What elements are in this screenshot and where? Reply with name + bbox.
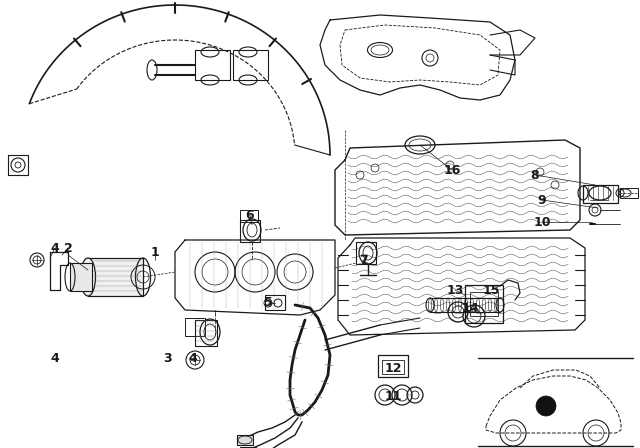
Text: 14: 14 [461, 302, 479, 314]
Bar [583, 185, 618, 203]
Bar [356, 242, 376, 264]
Circle shape [536, 396, 556, 416]
Text: 12: 12 [384, 362, 402, 375]
Bar [265, 295, 285, 310]
Text: 4: 4 [189, 352, 197, 365]
Text: 4: 4 [51, 241, 60, 254]
Text: 1: 1 [150, 246, 159, 258]
Bar [70, 263, 92, 291]
Text: 11: 11 [384, 391, 402, 404]
Bar [240, 447, 256, 448]
Text: 8: 8 [531, 168, 540, 181]
Ellipse shape [81, 258, 95, 296]
Text: 2: 2 [63, 241, 72, 254]
Bar [378, 355, 408, 377]
Bar [237, 435, 253, 445]
Text: 6: 6 [246, 208, 254, 221]
Text: 5: 5 [264, 297, 273, 310]
Bar [240, 210, 258, 222]
Bar [382, 360, 404, 374]
Text: 3: 3 [164, 352, 172, 365]
Bar [185, 318, 205, 336]
Text: 9: 9 [538, 194, 547, 207]
Text: 16: 16 [444, 164, 461, 177]
Bar [195, 50, 230, 80]
Text: 7: 7 [358, 254, 367, 267]
Bar [233, 50, 268, 80]
Text: 4: 4 [51, 352, 60, 365]
Bar [88, 258, 143, 296]
Bar [240, 220, 260, 242]
Bar [465, 285, 503, 323]
Text: 15: 15 [483, 284, 500, 297]
Bar [470, 292, 498, 316]
Text: 10: 10 [533, 215, 551, 228]
Text: 13: 13 [446, 284, 464, 297]
Bar [195, 320, 217, 346]
Bar [620, 188, 638, 198]
